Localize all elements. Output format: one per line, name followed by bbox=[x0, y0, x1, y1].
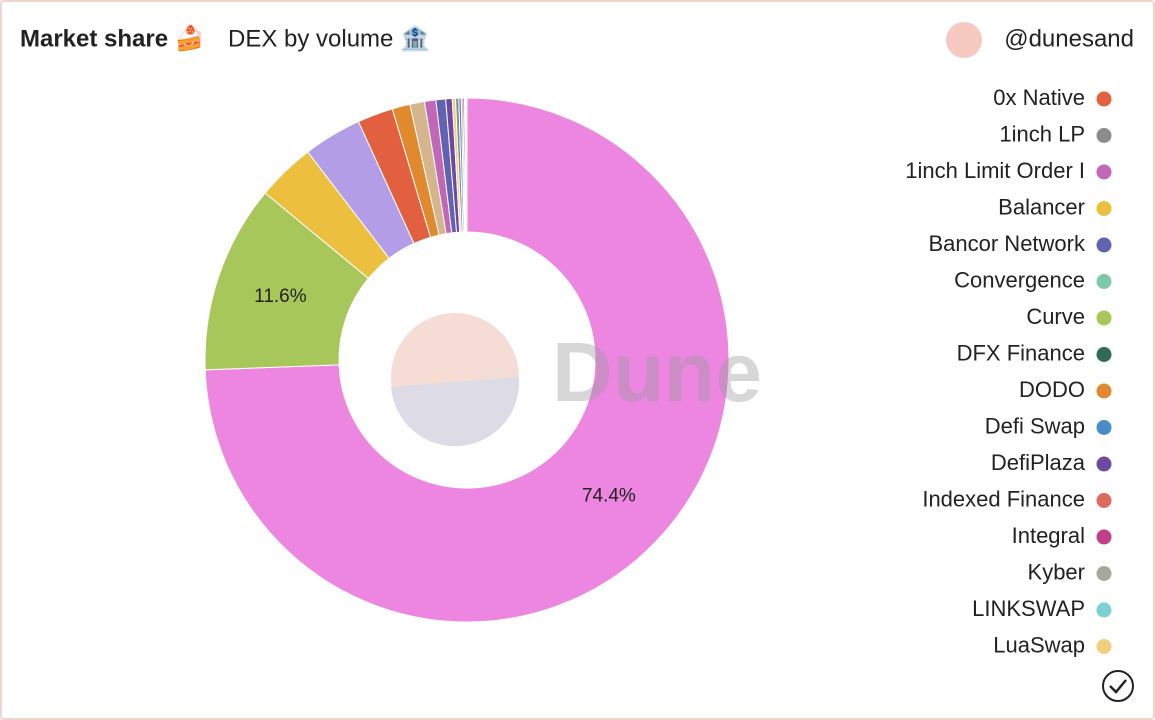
legend-label: DFX Finance bbox=[957, 340, 1085, 365]
legend-swatch bbox=[1096, 639, 1112, 654]
legend-swatch bbox=[1096, 493, 1112, 508]
legend-swatch bbox=[1096, 201, 1112, 216]
legend-swatch bbox=[1096, 456, 1112, 472]
pie: 74.4% 11.6% bbox=[204, 97, 730, 623]
data-label: 74.4% bbox=[582, 486, 636, 507]
legend-item[interactable]: Kyber bbox=[1028, 559, 1112, 584]
legend-swatch bbox=[1096, 91, 1112, 107]
legend-swatch bbox=[1096, 274, 1112, 289]
legend-swatch bbox=[1096, 310, 1112, 326]
legend-swatch bbox=[1096, 420, 1112, 435]
legend-swatch bbox=[1096, 164, 1112, 180]
avatar bbox=[946, 22, 982, 58]
legend-item[interactable]: Integral bbox=[1012, 523, 1112, 548]
legend-swatch bbox=[1096, 347, 1112, 362]
legend-label: Bancor Network bbox=[928, 231, 1086, 256]
data-label: 11.6% bbox=[254, 286, 307, 307]
legend-label: Balancer bbox=[998, 194, 1085, 219]
legend-label: Convergence bbox=[954, 267, 1085, 292]
legend-item[interactable]: 1inch Limit Order I bbox=[905, 158, 1112, 183]
legend-swatch bbox=[1096, 529, 1112, 545]
subtitle: DEX by volume 🏦 bbox=[228, 24, 430, 52]
legend-item[interactable]: 1inch LP bbox=[999, 121, 1112, 146]
legend-item[interactable]: DefiPlaza bbox=[991, 450, 1112, 475]
legend-swatch bbox=[1096, 128, 1112, 143]
slice[interactable] bbox=[204, 192, 370, 371]
legend-item[interactable]: Convergence bbox=[954, 267, 1112, 292]
legend-item[interactable]: Bancor Network bbox=[928, 231, 1112, 256]
legend-label: DODO bbox=[1019, 377, 1085, 402]
legend-label: Defi Swap bbox=[985, 413, 1085, 438]
check-icon[interactable] bbox=[1102, 670, 1134, 702]
legend-item[interactable]: Defi Swap bbox=[985, 413, 1112, 438]
legend-item[interactable]: DODO bbox=[1019, 377, 1112, 402]
legend-item[interactable]: DFX Finance bbox=[957, 340, 1112, 365]
legend-swatch bbox=[1096, 237, 1112, 253]
legend-label: 1inch LP bbox=[999, 121, 1085, 146]
legend-item[interactable]: Indexed Finance bbox=[922, 486, 1112, 511]
center-logo-part bbox=[391, 377, 520, 447]
legend-item[interactable]: 0x Native bbox=[993, 85, 1112, 110]
legend-label: DefiPlaza bbox=[991, 450, 1086, 475]
legend-swatch bbox=[1096, 383, 1112, 399]
author: @dunesand bbox=[1004, 25, 1134, 52]
legend-label: LINKSWAP bbox=[972, 596, 1085, 621]
legend-label: 1inch Limit Order I bbox=[905, 158, 1085, 183]
title: Market share 🍰 bbox=[20, 24, 205, 52]
legend-item[interactable]: Balancer bbox=[998, 194, 1112, 219]
legend-label: LuaSwap bbox=[993, 632, 1085, 657]
legend-label: Kyber bbox=[1028, 559, 1085, 584]
legend-label: Integral bbox=[1012, 523, 1085, 548]
legend-item[interactable]: LuaSwap bbox=[993, 632, 1112, 657]
legend-label: Curve bbox=[1026, 304, 1085, 329]
legend-item[interactable]: Curve bbox=[1026, 304, 1112, 329]
slice[interactable] bbox=[465, 97, 468, 233]
legend: 0x Native 1inch LP 1inch Limit Order I Bala… bbox=[905, 85, 1112, 657]
slice[interactable] bbox=[204, 97, 730, 623]
legend-swatch bbox=[1096, 566, 1112, 581]
legend-label: 0x Native bbox=[993, 85, 1085, 110]
watermark: Dune bbox=[552, 325, 762, 419]
legend-item[interactable]: LINKSWAP bbox=[972, 596, 1112, 621]
legend-swatch bbox=[1096, 602, 1112, 618]
legend-label: Indexed Finance bbox=[922, 486, 1085, 511]
check-mark bbox=[1109, 679, 1127, 694]
